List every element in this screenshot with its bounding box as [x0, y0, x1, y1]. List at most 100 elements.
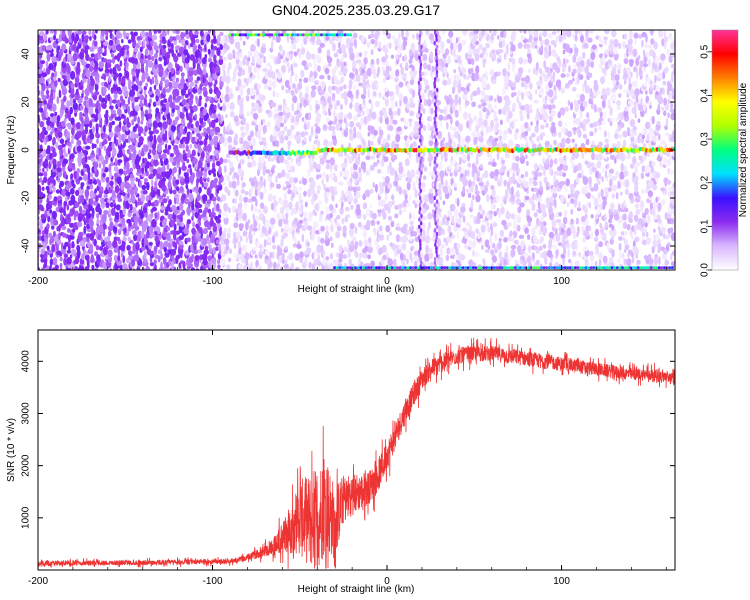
heatmap-cell [134, 133, 139, 139]
heatmap-cell [45, 185, 50, 191]
heatmap-cell [582, 51, 586, 59]
heatmap-cell [35, 212, 37, 217]
heatmap-cell [56, 96, 60, 105]
heatmap-cell [239, 246, 242, 254]
heatmap-cell [456, 231, 460, 240]
heatmap-cell [68, 181, 73, 189]
heatmap-cell [229, 30, 234, 35]
heatmap-cell [297, 134, 302, 144]
heatmap-cell [322, 99, 328, 106]
heatmap-cell [428, 171, 432, 176]
heatmap-cell [402, 208, 407, 213]
heatmap-cell [282, 98, 286, 105]
heatmap-cell [317, 46, 322, 54]
heatmap-cell [505, 97, 511, 107]
heatmap-cell [515, 128, 519, 133]
heatmap-cell [300, 46, 306, 55]
heatmap-cell [233, 140, 238, 146]
heatmap-cell [125, 267, 129, 270]
heatmap-cell [492, 255, 497, 263]
heatmap-cell [61, 104, 66, 110]
heatmap-cell [470, 67, 474, 74]
heatmap-cell [588, 201, 592, 209]
heatmap-cell [371, 111, 377, 120]
heatmap-cell [203, 145, 209, 152]
heatmap-cell [57, 131, 63, 139]
heatmap-cell [349, 128, 353, 135]
heatmap-cell [432, 96, 435, 104]
heatmap-cell [520, 77, 526, 82]
heatmap-cell [370, 140, 374, 146]
heatmap-cell [49, 183, 52, 193]
heatmap-cell [585, 138, 590, 146]
heatmap-cell [120, 47, 125, 57]
heatmap-cell [327, 140, 333, 147]
heatmap-cell [245, 30, 250, 35]
heatmap-cell [353, 126, 356, 133]
heatmap-cell [471, 194, 475, 201]
heatmap-cell [365, 83, 371, 90]
heatmap-cell [81, 33, 85, 42]
heatmap-cell [78, 205, 83, 213]
heatmap-cell [290, 89, 295, 96]
heatmap-cell [179, 112, 185, 119]
heatmap-cell [239, 102, 244, 110]
heatmap-cell [268, 79, 273, 88]
heatmap-cell [386, 250, 389, 259]
heatmap-cell [57, 176, 60, 183]
heatmap-cell [140, 193, 145, 202]
heatmap-cell [358, 166, 362, 174]
heatmap-cell [188, 30, 193, 38]
heatmap-cell [560, 73, 566, 78]
heatmap-cell [543, 170, 546, 176]
heatmap-cell [414, 189, 418, 199]
heatmap-cell [553, 139, 557, 146]
heatmap-cell [476, 170, 481, 178]
heatmap-cell [388, 66, 392, 72]
heatmap-cell [126, 148, 131, 155]
heatmap-cell [116, 43, 121, 52]
heatmap-cell [412, 181, 416, 188]
heatmap-cell [303, 137, 307, 142]
heatmap-cell [76, 244, 81, 252]
heatmap-cell [319, 89, 325, 95]
heatmap-cell [400, 30, 405, 38]
heatmap-cell [253, 50, 260, 58]
heatmap-cell [329, 212, 334, 219]
heatmap-cell [466, 188, 469, 193]
heatmap-cell [452, 105, 456, 114]
heatmap-cell [320, 80, 326, 89]
heatmap-cell [235, 189, 239, 197]
heatmap-cell [583, 229, 590, 238]
heatmap-cell [348, 258, 353, 266]
heatmap-cell [553, 158, 558, 165]
heatmap-cell [517, 206, 522, 214]
heatmap-cell [590, 60, 595, 69]
heatmap-cell [332, 67, 336, 77]
heatmap-cell [303, 131, 309, 136]
heatmap-cell [366, 219, 371, 228]
heatmap-cell [555, 219, 562, 224]
heatmap-cell [113, 92, 118, 100]
heatmap-cell [337, 37, 343, 43]
heatmap-cell [527, 48, 531, 54]
heatmap-cell [151, 218, 157, 228]
heatmap-cell [424, 79, 429, 86]
heatmap-cell [539, 75, 542, 81]
heatmap-cell [220, 93, 224, 101]
heatmap-cell [558, 211, 562, 217]
heatmap-cell [42, 72, 48, 77]
heatmap-cell [179, 186, 184, 192]
heatmap-cell [449, 125, 453, 131]
heatmap-cell [573, 117, 576, 125]
heatmap-cell [477, 177, 480, 182]
heatmap-cell [185, 110, 189, 118]
heatmap-cell [280, 227, 284, 233]
heatmap-cell [236, 179, 240, 186]
heatmap-cell [423, 125, 426, 132]
heatmap-cell [127, 134, 131, 144]
heatmap-cell [127, 79, 132, 88]
heatmap-cell [108, 163, 112, 173]
heatmap-cell [322, 124, 328, 131]
heatmap-cell [93, 161, 99, 169]
